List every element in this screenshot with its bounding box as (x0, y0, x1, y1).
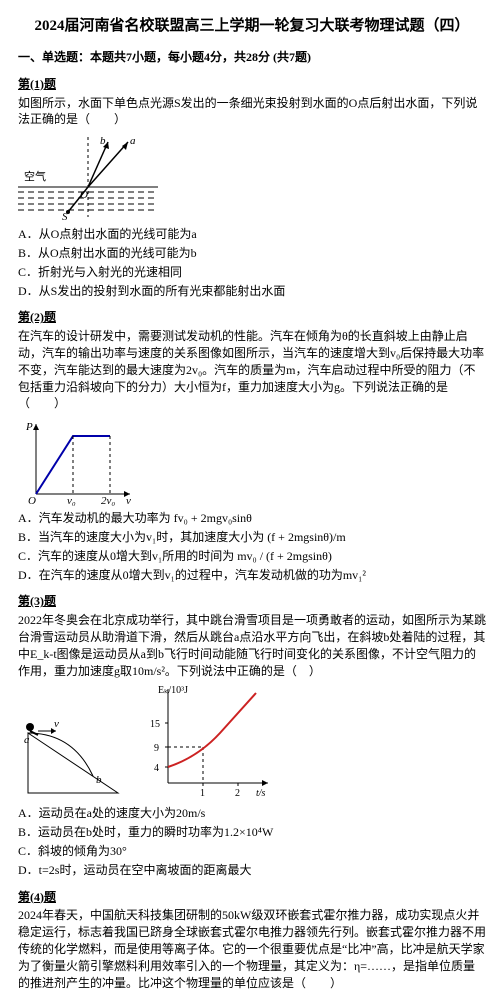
q3-optD: D．t=2s时，运动员在空中离坡面的距离最大 (18, 862, 486, 879)
q4-stem: 2024年春天，中国航天科技集团研制的50kW级双环嵌套式霍尔推力器，成功实现点… (18, 907, 486, 991)
q1-optA: A．从O点射出水面的光线可能为a (18, 226, 486, 243)
q2-optD: D．在汽车的速度从0增大到v₁的过程中，汽车发动机做的功为mv₁² (18, 567, 486, 584)
q1-head: 第(1)题 (18, 76, 486, 93)
q2-options: A．汽车发动机的最大功率为 fv₀ + 2mgv₀sinθ B．当汽车的速度大小… (18, 510, 486, 583)
q3-left-figure: v a b (18, 713, 128, 803)
q2-stem: 在汽车的设计研发中，需要测试发动机的性能。汽车在倾角为θ的长直斜坡上由静止启动，… (18, 328, 486, 412)
q1-optD: D．从S发出的投射到水面的所有光束都能射出水面 (18, 283, 486, 300)
O-label: O (80, 189, 88, 201)
q3-head: 第(3)题 (18, 593, 486, 610)
q3-optA: A．运动员在a处的速度大小为20m/s (18, 805, 486, 822)
q3-optC: C．斜坡的倾角为30° (18, 843, 486, 860)
q3-figures: v a b 4 9 15 1 2 Eₖ/10³J t/s (18, 683, 486, 803)
ek-ylabel: Eₖ/10³J (158, 685, 188, 696)
q2-figure: P O v₀ 2v₀ v (18, 416, 486, 506)
svg-text:1: 1 (200, 788, 205, 799)
q1-stem: 如图所示，水面下单色点光源S发出的一条细光束投射到水面的O点后射出水面，下列说法… (18, 95, 486, 129)
svg-text:2: 2 (235, 788, 240, 799)
svg-text:v: v (54, 718, 59, 730)
q2-optA: A．汽车发动机的最大功率为 fv₀ + 2mgv₀sinθ (18, 510, 486, 527)
q1-options: A．从O点射出水面的光线可能为a B．从O点射出水面的光线可能为b C．折射光与… (18, 226, 486, 299)
P-label: P (25, 421, 33, 433)
q3-optB: B．运动员在b处时，重力的瞬时功率为1.2×10⁴W (18, 824, 486, 841)
q3-chart: 4 9 15 1 2 Eₖ/10³J t/s (138, 683, 278, 803)
q2-optC: C．汽车的速度从0增大到v₁所用的时间为 mv₀ / (f + 2mgsinθ) (18, 548, 486, 565)
air-label: 空气 (24, 169, 46, 183)
q3-options: A．运动员在a处的速度大小为20m/s B．运动员在b处时，重力的瞬时功率为1.… (18, 805, 486, 878)
svg-text:9: 9 (154, 743, 159, 754)
section-heading: 一、单选题：本题共7小题，每小题4分，共28分 (共7题) (18, 49, 486, 66)
a-label: a (130, 135, 136, 147)
q1-optB: B．从O点射出水面的光线可能为b (18, 245, 486, 262)
2v0-label: 2v₀ (101, 495, 115, 506)
v-label: v (126, 495, 131, 506)
a-pt: a (24, 734, 30, 746)
q1-figure: 空气 O S a b (18, 132, 486, 222)
svg-text:15: 15 (150, 719, 160, 730)
q2-head: 第(2)题 (18, 309, 486, 326)
b-label: b (100, 135, 106, 147)
svg-text:4: 4 (154, 763, 159, 774)
ek-xlabel: t/s (256, 788, 266, 799)
S-label: S (62, 211, 68, 222)
q4-head: 第(4)题 (18, 889, 486, 906)
v0-label: v₀ (67, 495, 76, 506)
b-pt: b (96, 774, 102, 786)
q3-stem: 2022年冬奥会在北京成功举行，其中跳台滑雪项目是一项勇敢者的运动，如图所示为某… (18, 612, 486, 679)
O-label2: O (28, 495, 36, 506)
q2-optB: B．当汽车的速度大小为v₁时，其加速度大小为 (f + 2mgsinθ)/m (18, 529, 486, 546)
page-title: 2024届河南省名校联盟高三上学期一轮复习大联考物理试题（四） (18, 16, 486, 37)
q1-optC: C．折射光与入射光的光速相同 (18, 264, 486, 281)
